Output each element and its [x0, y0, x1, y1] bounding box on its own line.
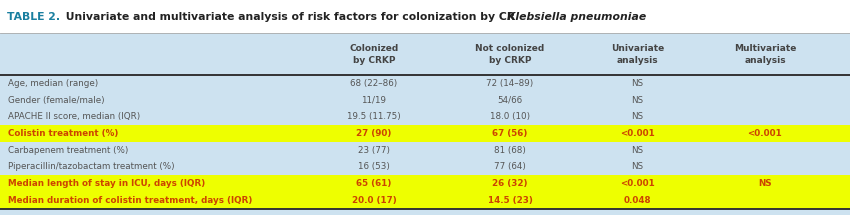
Text: Multivariate
analysis: Multivariate analysis	[734, 44, 796, 64]
Text: <0.001: <0.001	[620, 129, 654, 138]
Text: Univariate and multivariate analysis of risk factors for colonization by CR: Univariate and multivariate analysis of …	[62, 12, 519, 22]
Text: 81 (68): 81 (68)	[494, 146, 526, 155]
Text: Median duration of colistin treatment, days (IQR): Median duration of colistin treatment, d…	[8, 196, 253, 205]
Text: 72 (14–89): 72 (14–89)	[486, 79, 534, 88]
Text: 67 (56): 67 (56)	[492, 129, 528, 138]
Bar	[0, 192, 850, 209]
Text: Colistin treatment (%): Colistin treatment (%)	[8, 129, 119, 138]
Text: 77 (64): 77 (64)	[494, 162, 526, 171]
Text: 0.048: 0.048	[624, 196, 651, 205]
Text: Age, median (range): Age, median (range)	[8, 79, 99, 88]
Text: Gender (female/male): Gender (female/male)	[8, 96, 105, 105]
Text: NS: NS	[758, 179, 772, 188]
Text: NS: NS	[632, 96, 643, 105]
Text: Piperacillin/tazobactam treatment (%): Piperacillin/tazobactam treatment (%)	[8, 162, 175, 171]
Text: Univariate
analysis: Univariate analysis	[611, 44, 664, 64]
Text: TABLE 2.: TABLE 2.	[7, 12, 60, 22]
Text: <0.001: <0.001	[620, 179, 654, 188]
Text: 18.0 (10): 18.0 (10)	[490, 112, 530, 121]
Text: NS: NS	[632, 112, 643, 121]
Text: Not colonized
by CRKP: Not colonized by CRKP	[475, 44, 545, 64]
Text: 54/66: 54/66	[497, 96, 523, 105]
Text: 14.5 (23): 14.5 (23)	[488, 196, 532, 205]
Text: 26 (32): 26 (32)	[492, 179, 528, 188]
Text: 19.5 (11.75): 19.5 (11.75)	[347, 112, 401, 121]
Text: NS: NS	[632, 162, 643, 171]
Text: APACHE II score, median (IQR): APACHE II score, median (IQR)	[8, 112, 141, 121]
Text: 23 (77): 23 (77)	[358, 146, 390, 155]
Text: 11/19: 11/19	[361, 96, 387, 105]
Text: Carbapenem treatment (%): Carbapenem treatment (%)	[8, 146, 129, 155]
Text: 20.0 (17): 20.0 (17)	[352, 196, 396, 205]
Text: Klebsiella pneumoniae: Klebsiella pneumoniae	[507, 12, 647, 22]
Text: Colonized
by CRKP: Colonized by CRKP	[349, 44, 399, 64]
Text: 27 (90): 27 (90)	[356, 129, 392, 138]
Bar	[0, 175, 850, 192]
Text: Median length of stay in ICU, days (IQR): Median length of stay in ICU, days (IQR)	[8, 179, 206, 188]
Bar	[0, 0, 850, 33]
Text: 65 (61): 65 (61)	[356, 179, 392, 188]
Text: 68 (22–86): 68 (22–86)	[350, 79, 398, 88]
Bar	[0, 125, 850, 142]
Text: NS: NS	[632, 79, 643, 88]
Text: <0.001: <0.001	[748, 129, 782, 138]
Text: 16 (53): 16 (53)	[358, 162, 390, 171]
Text: NS: NS	[632, 146, 643, 155]
